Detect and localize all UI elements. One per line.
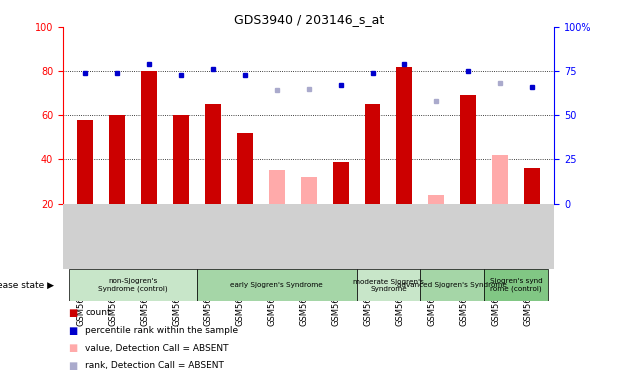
Bar xyxy=(461,95,476,204)
Bar xyxy=(357,269,420,301)
Bar xyxy=(237,133,253,204)
Bar xyxy=(524,168,540,204)
Text: ■: ■ xyxy=(68,343,77,353)
Text: ■: ■ xyxy=(68,361,77,371)
Bar xyxy=(428,195,444,204)
Bar xyxy=(205,104,221,204)
Text: disease state ▶: disease state ▶ xyxy=(0,281,54,290)
Bar xyxy=(365,104,381,204)
Text: early Sjogren's Syndrome: early Sjogren's Syndrome xyxy=(231,282,323,288)
Text: Sjogren's synd
rome (control): Sjogren's synd rome (control) xyxy=(490,278,542,292)
Bar xyxy=(269,170,285,204)
Bar xyxy=(301,177,317,204)
Bar xyxy=(109,115,125,204)
Bar xyxy=(396,67,413,204)
Text: ■: ■ xyxy=(68,308,77,318)
Text: ■: ■ xyxy=(68,326,77,336)
Text: rank, Detection Call = ABSENT: rank, Detection Call = ABSENT xyxy=(85,361,224,371)
Text: non-Sjogren's
Syndrome (control): non-Sjogren's Syndrome (control) xyxy=(98,278,168,292)
Bar xyxy=(484,269,548,301)
Bar xyxy=(173,115,189,204)
Bar xyxy=(141,71,157,204)
Bar xyxy=(333,162,348,204)
Title: GDS3940 / 203146_s_at: GDS3940 / 203146_s_at xyxy=(234,13,384,26)
Text: moderate Sjogren's
Syndrome: moderate Sjogren's Syndrome xyxy=(353,279,424,291)
Bar xyxy=(77,120,93,204)
Text: value, Detection Call = ABSENT: value, Detection Call = ABSENT xyxy=(85,344,229,353)
Bar xyxy=(420,269,484,301)
Bar xyxy=(197,269,357,301)
Text: count: count xyxy=(85,308,111,318)
Bar xyxy=(69,269,197,301)
Text: percentile rank within the sample: percentile rank within the sample xyxy=(85,326,238,335)
Bar xyxy=(492,155,508,204)
Text: advanced Sjogren's Syndrome: advanced Sjogren's Syndrome xyxy=(398,282,507,288)
